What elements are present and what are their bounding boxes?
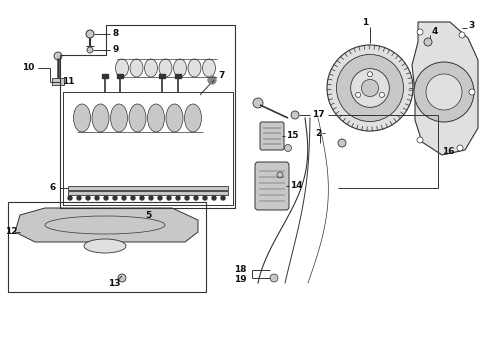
Circle shape <box>327 45 413 131</box>
Circle shape <box>87 47 93 53</box>
Circle shape <box>113 196 117 200</box>
Circle shape <box>469 89 475 95</box>
Circle shape <box>104 196 108 200</box>
Text: 6: 6 <box>50 184 56 193</box>
Text: 7: 7 <box>218 72 224 81</box>
Circle shape <box>417 137 423 143</box>
Circle shape <box>379 93 385 97</box>
Bar <box>102 74 108 78</box>
Text: 14: 14 <box>290 181 303 190</box>
Ellipse shape <box>185 104 201 132</box>
Circle shape <box>176 196 180 200</box>
Circle shape <box>417 29 423 35</box>
Circle shape <box>338 139 346 147</box>
Text: 1: 1 <box>362 18 368 27</box>
Ellipse shape <box>202 59 216 77</box>
Circle shape <box>291 111 299 119</box>
Text: 15: 15 <box>286 131 298 140</box>
Circle shape <box>208 76 216 84</box>
Circle shape <box>351 69 390 107</box>
Ellipse shape <box>116 59 128 77</box>
Circle shape <box>368 72 372 77</box>
Ellipse shape <box>92 104 109 132</box>
Ellipse shape <box>166 104 183 132</box>
Text: 2: 2 <box>315 129 321 138</box>
Circle shape <box>95 196 99 200</box>
FancyBboxPatch shape <box>255 162 289 210</box>
Ellipse shape <box>129 104 146 132</box>
Circle shape <box>424 38 432 46</box>
Text: 19: 19 <box>234 275 246 284</box>
Ellipse shape <box>188 59 201 77</box>
Circle shape <box>337 54 404 122</box>
Ellipse shape <box>145 59 157 77</box>
Text: 9: 9 <box>112 45 119 54</box>
Text: 10: 10 <box>22 63 34 72</box>
FancyBboxPatch shape <box>260 122 284 150</box>
Circle shape <box>158 196 162 200</box>
Text: 18: 18 <box>234 265 246 274</box>
Circle shape <box>149 196 153 200</box>
Circle shape <box>270 274 278 282</box>
Circle shape <box>77 196 81 200</box>
Text: 16: 16 <box>442 147 455 156</box>
Circle shape <box>426 74 462 110</box>
Circle shape <box>277 172 283 178</box>
Circle shape <box>253 98 263 108</box>
Circle shape <box>414 62 474 122</box>
Bar <box>117 74 123 78</box>
Circle shape <box>131 196 135 200</box>
Circle shape <box>167 196 171 200</box>
Circle shape <box>185 196 189 200</box>
Text: 13: 13 <box>108 279 121 288</box>
Text: 5: 5 <box>145 211 151 220</box>
Circle shape <box>140 196 144 200</box>
Ellipse shape <box>84 239 126 253</box>
Bar <box>175 74 181 78</box>
Text: 4: 4 <box>432 27 439 36</box>
Text: 17: 17 <box>312 111 324 120</box>
Polygon shape <box>412 22 478 155</box>
Ellipse shape <box>130 59 143 77</box>
Circle shape <box>285 144 292 152</box>
Ellipse shape <box>147 104 165 132</box>
Ellipse shape <box>173 59 187 77</box>
Circle shape <box>68 196 72 200</box>
Bar <box>68 185 228 189</box>
Circle shape <box>118 274 126 282</box>
Circle shape <box>457 145 463 151</box>
Ellipse shape <box>74 104 91 132</box>
Text: 8: 8 <box>112 30 118 39</box>
Circle shape <box>362 80 379 96</box>
Circle shape <box>86 196 90 200</box>
Circle shape <box>212 196 216 200</box>
Text: 3: 3 <box>468 21 474 30</box>
Bar <box>68 191 228 195</box>
Circle shape <box>203 196 207 200</box>
Circle shape <box>86 30 94 38</box>
Circle shape <box>356 93 361 97</box>
Ellipse shape <box>111 104 127 132</box>
Bar <box>52 78 64 85</box>
Text: 11: 11 <box>62 77 74 86</box>
Bar <box>159 74 165 78</box>
Text: 12: 12 <box>5 228 18 237</box>
Circle shape <box>459 32 465 38</box>
Circle shape <box>221 196 225 200</box>
Bar <box>8 202 206 292</box>
Polygon shape <box>15 208 198 242</box>
Circle shape <box>122 196 126 200</box>
Circle shape <box>54 52 62 60</box>
Circle shape <box>194 196 198 200</box>
Ellipse shape <box>159 59 172 77</box>
